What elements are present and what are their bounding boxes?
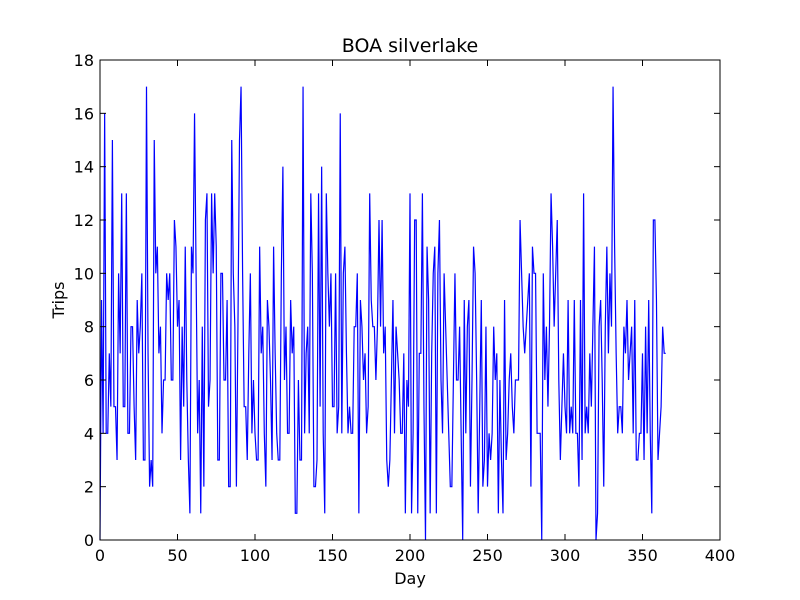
y-tick-label: 6 xyxy=(84,371,94,390)
x-tick-label: 50 xyxy=(167,546,187,565)
y-tick-label: 18 xyxy=(74,51,94,70)
y-tick-label: 16 xyxy=(74,104,94,123)
x-tick-label: 200 xyxy=(395,546,426,565)
x-tick-label: 300 xyxy=(550,546,581,565)
series-line xyxy=(99,86,666,541)
x-tick-label: 0 xyxy=(95,546,105,565)
y-tick-label: 12 xyxy=(74,211,94,230)
y-tick-label: 14 xyxy=(74,158,94,177)
y-tick-label: 2 xyxy=(84,478,94,497)
x-tick-label: 250 xyxy=(472,546,503,565)
y-axis-label: Trips xyxy=(49,282,68,320)
y-tick-label: 4 xyxy=(84,424,94,443)
y-tick-label: 0 xyxy=(84,531,94,550)
chart-title: BOA silverlake xyxy=(342,35,479,57)
x-tick-label: 100 xyxy=(240,546,271,565)
x-axis-label: Day xyxy=(394,569,426,588)
y-tick-label: 8 xyxy=(84,318,94,337)
x-axis-ticks: 0 50 100 150 200 250 300 350 400 xyxy=(95,60,735,565)
x-tick-label: 400 xyxy=(705,546,736,565)
y-tick-label: 10 xyxy=(74,264,94,283)
x-tick-label: 350 xyxy=(627,546,658,565)
x-tick-label: 150 xyxy=(317,546,348,565)
plot-area xyxy=(99,59,721,541)
y-axis-ticks: 0 2 4 6 8 10 12 14 16 18 xyxy=(74,51,720,550)
